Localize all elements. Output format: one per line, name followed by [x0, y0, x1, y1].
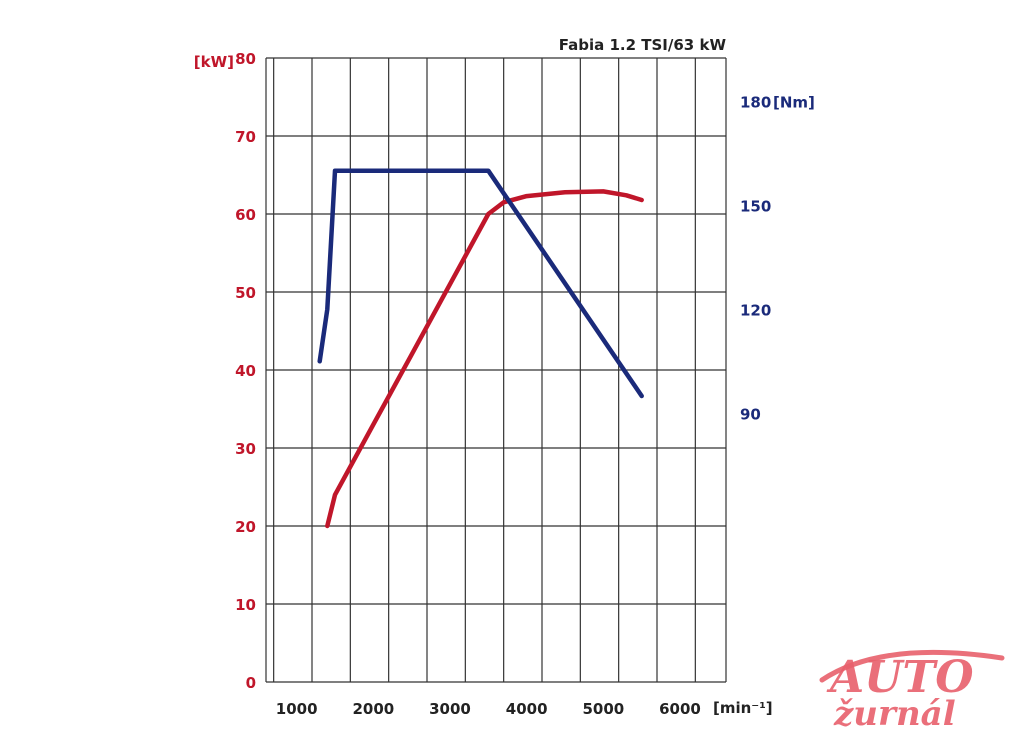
x-tick-label: 1000 — [276, 700, 318, 718]
x-tick-label: 4000 — [506, 700, 548, 718]
left-axis-unit: [kW] — [194, 53, 234, 71]
left-tick-label: 80 — [235, 50, 256, 68]
x-tick-label: 2000 — [352, 700, 394, 718]
left-tick-label: 0 — [246, 674, 256, 692]
right-tick-label: 180 — [740, 93, 771, 111]
power-curve-line — [325, 189, 644, 529]
chart-grid — [265, 57, 727, 683]
left-tick-label: 30 — [235, 440, 256, 458]
x-axis-ticks: 1000 2000 3000 4000 5000 6000 — [276, 700, 701, 718]
chart-series — [317, 168, 644, 529]
logo-text-auto: AUTO — [826, 652, 974, 703]
right-tick-label: 120 — [740, 301, 771, 319]
left-tick-label: 10 — [235, 596, 256, 614]
chart-title: Fabia 1.2 TSI/63 kW — [559, 36, 727, 54]
auto-zurnal-logo: AUTO žurnál — [819, 649, 1005, 734]
left-axis-ticks: 0 10 20 30 40 50 60 70 80 — [235, 50, 256, 692]
x-tick-label: 3000 — [429, 700, 471, 718]
x-axis-unit: [min⁻¹] — [713, 699, 773, 717]
x-tick-label: 6000 — [659, 700, 701, 718]
left-tick-label: 70 — [235, 128, 256, 146]
torque-curve-line — [317, 168, 644, 399]
left-tick-label: 60 — [235, 206, 256, 224]
left-tick-label: 40 — [235, 362, 256, 380]
right-axis-ticks: 90 120 150 180 — [740, 93, 771, 423]
x-tick-label: 5000 — [582, 700, 624, 718]
right-tick-label: 150 — [740, 197, 771, 215]
right-tick-label: 90 — [740, 405, 761, 423]
logo-text-zurnal: žurnál — [833, 694, 956, 734]
left-tick-label: 50 — [235, 284, 256, 302]
right-axis-unit: [Nm] — [773, 93, 815, 111]
left-tick-label: 20 — [235, 518, 256, 536]
